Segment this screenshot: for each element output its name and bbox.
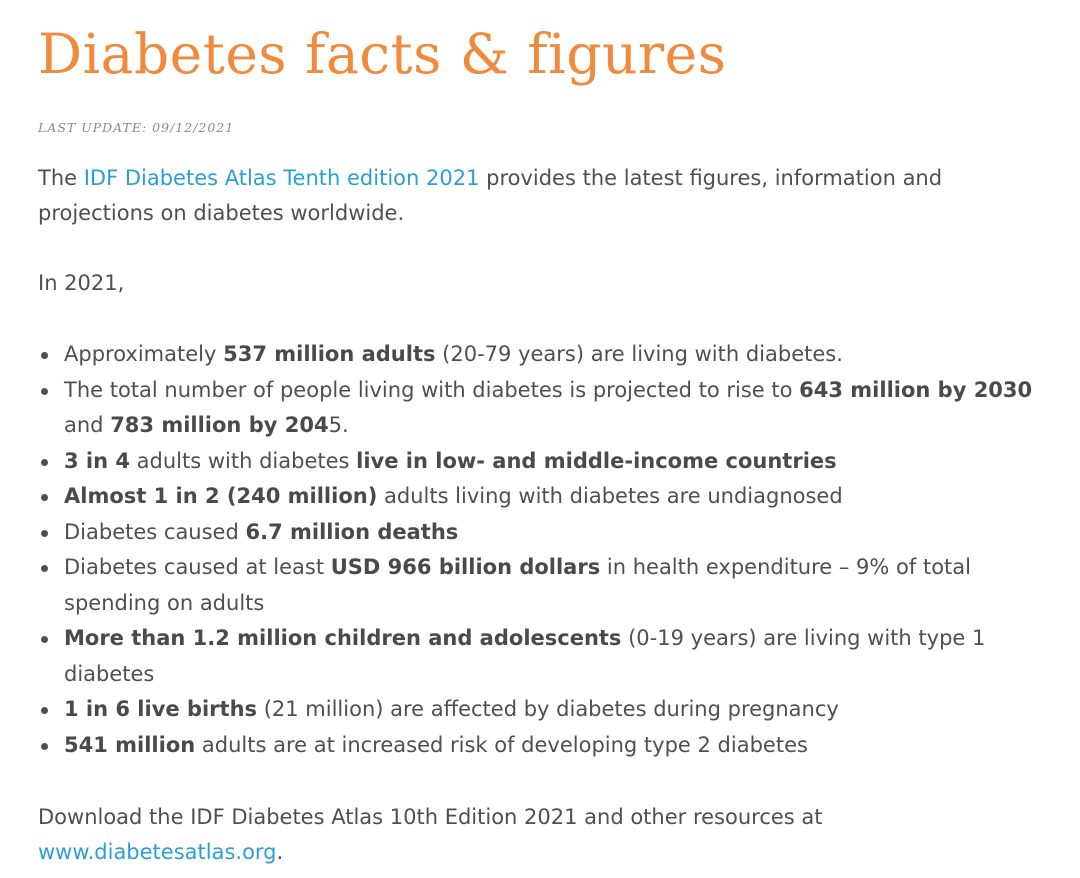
fact-text: Diabetes caused [64, 519, 246, 544]
last-update-date: LAST UPDATE: 09/12/2021 [38, 120, 235, 135]
bullet-icon [41, 636, 48, 643]
fact-item: 1 in 6 live births (21 million) are affe… [38, 692, 1048, 728]
fact-highlight: 1 in 6 live births [64, 697, 258, 721]
diabetesatlas-link[interactable]: www.diabetesatlas.org [38, 840, 277, 864]
download-paragraph: Download the IDF Diabetes Atlas 10th Edi… [38, 800, 1048, 870]
intro-suffix: provides the latest figures, information… [38, 166, 943, 225]
fact-item: 541 million adults are at increased risk… [38, 728, 1048, 764]
bullet-icon [41, 707, 48, 714]
fact-highlight: Almost 1 in 2 (240 million) [64, 484, 378, 508]
fact-highlight: 541 million [64, 732, 196, 757]
fact-text: adults are at increased risk of developi… [195, 732, 808, 757]
fact-highlight: USD 966 billion dollars [330, 555, 601, 579]
fact-text: (20-79 years) are living with diabetes. [435, 342, 843, 366]
bullet-icon [41, 742, 48, 750]
fact-item: The total number of people living with d… [38, 373, 1048, 444]
fact-highlight: 6.7 million deaths [245, 519, 459, 544]
fact-text: Diabetes caused at least [64, 555, 331, 579]
download-suffix: . [276, 840, 284, 864]
year-line: In 2021, [38, 271, 125, 295]
fact-highlight: live in low- and middle-income countries [356, 448, 837, 473]
bullet-icon [41, 458, 48, 466]
bullet-icon [41, 529, 48, 537]
fact-text: and [64, 413, 111, 437]
fact-item: Almost 1 in 2 (240 million) adults livin… [38, 479, 1048, 515]
fact-highlight: 537 million adults [223, 342, 436, 366]
fact-text: (0-19 years) are living with type 1 diab… [64, 626, 986, 686]
fact-item: Diabetes caused 6.7 million deaths [38, 515, 1048, 551]
bullet-icon [41, 565, 48, 572]
fact-item: Approximately 537 million adults (20-79 … [38, 337, 1048, 373]
article: Diabetes facts & figures LAST UPDATE: 09… [38, 0, 1048, 870]
fact-text: in health expenditure – 9% of total spen… [64, 555, 971, 615]
fact-highlight: 3 in 4 [64, 448, 130, 473]
fact-highlight: More than 1.2 million children and adole… [64, 626, 622, 650]
intro-prefix: The [38, 166, 84, 190]
intro-paragraph: The IDF Diabetes Atlas Tenth edition 202… [38, 161, 1048, 231]
fact-text: 5. [328, 413, 349, 437]
page-title: Diabetes facts & figures [38, 22, 727, 86]
idf-atlas-link[interactable]: IDF Diabetes Atlas Tenth edition 2021 [83, 166, 480, 190]
fact-item: 3 in 4 adults with diabetes live in low-… [38, 444, 1048, 480]
bullet-icon [41, 494, 48, 501]
fact-text: (21 million) are affected by diabetes du… [257, 697, 839, 721]
fact-text: adults with diabetes [130, 448, 357, 473]
fact-text: adults living with diabetes are undiagno… [377, 484, 843, 508]
fact-item: Diabetes caused at least USD 966 billion… [38, 550, 1048, 621]
fact-item: More than 1.2 million children and adole… [38, 621, 1048, 692]
download-text: Download the IDF Diabetes Atlas 10th Edi… [38, 805, 823, 829]
fact-text: Approximately [64, 342, 224, 366]
bullet-icon [41, 352, 48, 359]
fact-text: The total number of people living with d… [64, 377, 800, 402]
fact-highlight: 643 million by 2030 [799, 377, 1033, 402]
fact-highlight: 783 million by 204 [110, 413, 329, 437]
bullet-icon [41, 387, 48, 395]
facts-list: Approximately 537 million adults (20-79 … [38, 337, 1048, 763]
